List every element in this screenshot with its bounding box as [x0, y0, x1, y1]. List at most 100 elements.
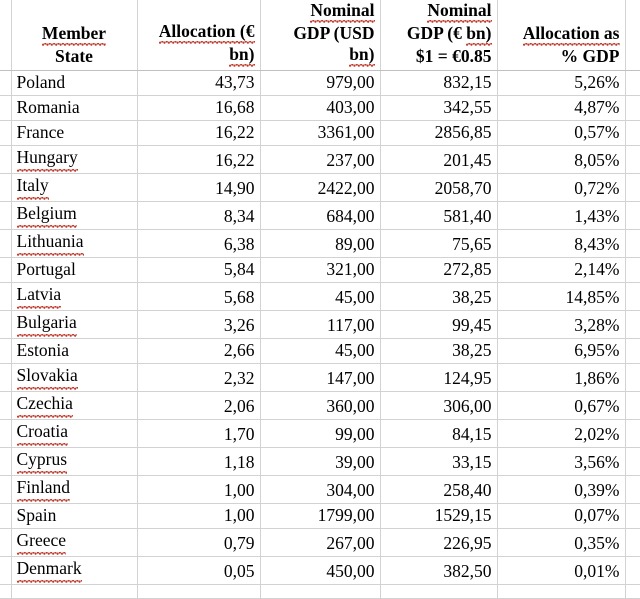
- cell-nominal-gdp-usd[interactable]: 403,00: [260, 95, 381, 121]
- empty-table-row[interactable]: [0, 584, 640, 599]
- cell-nominal-gdp-eur[interactable]: 272,85: [380, 257, 498, 283]
- table-row[interactable]: Belgium 8,34 684,00 581,40 1,43%: [0, 201, 640, 230]
- cell-nominal-gdp-eur[interactable]: 581,40: [380, 201, 498, 230]
- cell-member-state[interactable]: Poland: [11, 70, 138, 96]
- table-row[interactable]: Finland 1,00 304,00 258,40 0,39%: [0, 475, 640, 504]
- table-row[interactable]: Hungary 16,22 237,00 201,45 8,05%: [0, 145, 640, 174]
- cell-allocation-eur[interactable]: 1,00: [137, 475, 261, 504]
- cell-allocation-pct-gdp[interactable]: 0,72%: [497, 173, 626, 202]
- cell-member-state[interactable]: Hungary: [11, 145, 138, 174]
- empty-cell[interactable]: [260, 584, 381, 599]
- cell-member-state[interactable]: Spain: [11, 503, 138, 529]
- cell-allocation-eur[interactable]: 5,68: [137, 282, 261, 311]
- cell-nominal-gdp-eur[interactable]: 201,45: [380, 145, 498, 174]
- cell-allocation-eur[interactable]: 8,34: [137, 201, 261, 230]
- cell-allocation-eur[interactable]: 6,38: [137, 229, 261, 258]
- empty-cell[interactable]: [11, 584, 138, 599]
- cell-allocation-pct-gdp[interactable]: 14,85%: [497, 282, 626, 311]
- cell-nominal-gdp-usd[interactable]: 321,00: [260, 257, 381, 283]
- cell-allocation-pct-gdp[interactable]: 8,05%: [497, 145, 626, 174]
- cell-nominal-gdp-usd[interactable]: 1799,00: [260, 503, 381, 529]
- cell-member-state[interactable]: Estonia: [11, 338, 138, 364]
- cell-allocation-pct-gdp[interactable]: 2,02%: [497, 419, 626, 448]
- cell-nominal-gdp-eur[interactable]: 1529,15: [380, 503, 498, 529]
- cell-allocation-eur[interactable]: 2,32: [137, 363, 261, 392]
- cell-nominal-gdp-usd[interactable]: 267,00: [260, 528, 381, 557]
- cell-nominal-gdp-usd[interactable]: 237,00: [260, 145, 381, 174]
- cell-member-state[interactable]: Belgium: [11, 201, 138, 230]
- cell-allocation-eur[interactable]: 43,73: [137, 70, 261, 96]
- cell-nominal-gdp-usd[interactable]: 45,00: [260, 282, 381, 311]
- column-header-nominal-gdp-eur[interactable]: Nominal GDP (€ bn) $1 = €0.85: [380, 0, 498, 71]
- cell-allocation-pct-gdp[interactable]: 8,43%: [497, 229, 626, 258]
- cell-nominal-gdp-eur[interactable]: 258,40: [380, 475, 498, 504]
- table-row[interactable]: Czechia 2,06 360,00 306,00 0,67%: [0, 391, 640, 420]
- cell-nominal-gdp-usd[interactable]: 684,00: [260, 201, 381, 230]
- cell-nominal-gdp-usd[interactable]: 147,00: [260, 363, 381, 392]
- cell-nominal-gdp-eur[interactable]: 38,25: [380, 282, 498, 311]
- cell-nominal-gdp-usd[interactable]: 979,00: [260, 70, 381, 96]
- cell-member-state[interactable]: Lithuania: [11, 229, 138, 258]
- cell-allocation-pct-gdp[interactable]: 0,57%: [497, 120, 626, 146]
- cell-member-state[interactable]: Portugal: [11, 257, 138, 283]
- cell-allocation-eur[interactable]: 16,68: [137, 95, 261, 121]
- table-row[interactable]: Estonia 2,66 45,00 38,25 6,95%: [0, 338, 640, 364]
- cell-nominal-gdp-eur[interactable]: 226,95: [380, 528, 498, 557]
- cell-allocation-pct-gdp[interactable]: 2,14%: [497, 257, 626, 283]
- cell-allocation-eur[interactable]: 2,66: [137, 338, 261, 364]
- cell-member-state[interactable]: Romania: [11, 95, 138, 121]
- table-row[interactable]: Croatia 1,70 99,00 84,15 2,02%: [0, 419, 640, 448]
- table-row[interactable]: Portugal 5,84 321,00 272,85 2,14%: [0, 257, 640, 283]
- cell-allocation-pct-gdp[interactable]: 5,26%: [497, 70, 626, 96]
- cell-nominal-gdp-eur[interactable]: 342,55: [380, 95, 498, 121]
- table-row[interactable]: Lithuania 6,38 89,00 75,65 8,43%: [0, 229, 640, 258]
- table-row[interactable]: Bulgaria 3,26 117,00 99,45 3,28%: [0, 310, 640, 339]
- cell-allocation-eur[interactable]: 1,70: [137, 419, 261, 448]
- table-row[interactable]: Italy 14,90 2422,00 2058,70 0,72%: [0, 173, 640, 202]
- table-row[interactable]: Poland 43,73 979,00 832,15 5,26%: [0, 70, 640, 96]
- cell-member-state[interactable]: Slovakia: [11, 363, 138, 392]
- empty-cell[interactable]: [380, 584, 498, 599]
- cell-allocation-pct-gdp[interactable]: 3,56%: [497, 447, 626, 476]
- cell-allocation-pct-gdp[interactable]: 0,35%: [497, 528, 626, 557]
- cell-nominal-gdp-eur[interactable]: 832,15: [380, 70, 498, 96]
- cell-allocation-pct-gdp[interactable]: 1,43%: [497, 201, 626, 230]
- cell-nominal-gdp-eur[interactable]: 2058,70: [380, 173, 498, 202]
- cell-allocation-pct-gdp[interactable]: 1,86%: [497, 363, 626, 392]
- cell-allocation-pct-gdp[interactable]: 0,01%: [497, 556, 626, 585]
- cell-allocation-eur[interactable]: 5,84: [137, 257, 261, 283]
- cell-nominal-gdp-eur[interactable]: 306,00: [380, 391, 498, 420]
- cell-allocation-eur[interactable]: 1,18: [137, 447, 261, 476]
- cell-member-state[interactable]: Latvia: [11, 282, 138, 311]
- cell-allocation-eur[interactable]: 1,00: [137, 503, 261, 529]
- cell-member-state[interactable]: Finland: [11, 475, 138, 504]
- cell-allocation-eur[interactable]: 2,06: [137, 391, 261, 420]
- column-header-allocation-pct-gdp[interactable]: Allocation as % GDP: [497, 0, 626, 71]
- cell-allocation-eur[interactable]: 14,90: [137, 173, 261, 202]
- cell-member-state[interactable]: Croatia: [11, 419, 138, 448]
- table-row[interactable]: Denmark 0,05 450,00 382,50 0,01%: [0, 556, 640, 585]
- cell-nominal-gdp-usd[interactable]: 2422,00: [260, 173, 381, 202]
- empty-cell[interactable]: [497, 584, 626, 599]
- column-header-member-state[interactable]: Member State: [11, 0, 138, 71]
- cell-member-state[interactable]: Bulgaria: [11, 310, 138, 339]
- cell-nominal-gdp-eur[interactable]: 84,15: [380, 419, 498, 448]
- table-row[interactable]: Cyprus 1,18 39,00 33,15 3,56%: [0, 447, 640, 476]
- cell-nominal-gdp-usd[interactable]: 39,00: [260, 447, 381, 476]
- cell-allocation-pct-gdp[interactable]: 3,28%: [497, 310, 626, 339]
- cell-nominal-gdp-usd[interactable]: 45,00: [260, 338, 381, 364]
- cell-allocation-eur[interactable]: 0,79: [137, 528, 261, 557]
- table-row[interactable]: Spain 1,00 1799,00 1529,15 0,07%: [0, 503, 640, 529]
- cell-nominal-gdp-eur[interactable]: 124,95: [380, 363, 498, 392]
- cell-nominal-gdp-eur[interactable]: 99,45: [380, 310, 498, 339]
- cell-nominal-gdp-eur[interactable]: 75,65: [380, 229, 498, 258]
- cell-nominal-gdp-usd[interactable]: 360,00: [260, 391, 381, 420]
- column-header-nominal-gdp-usd[interactable]: Nominal GDP (USD bn): [260, 0, 381, 71]
- cell-member-state[interactable]: Cyprus: [11, 447, 138, 476]
- cell-member-state[interactable]: Czechia: [11, 391, 138, 420]
- cell-member-state[interactable]: Greece: [11, 528, 138, 557]
- cell-allocation-pct-gdp[interactable]: 6,95%: [497, 338, 626, 364]
- cell-allocation-eur[interactable]: 3,26: [137, 310, 261, 339]
- table-row[interactable]: Slovakia 2,32 147,00 124,95 1,86%: [0, 363, 640, 392]
- cell-nominal-gdp-usd[interactable]: 450,00: [260, 556, 381, 585]
